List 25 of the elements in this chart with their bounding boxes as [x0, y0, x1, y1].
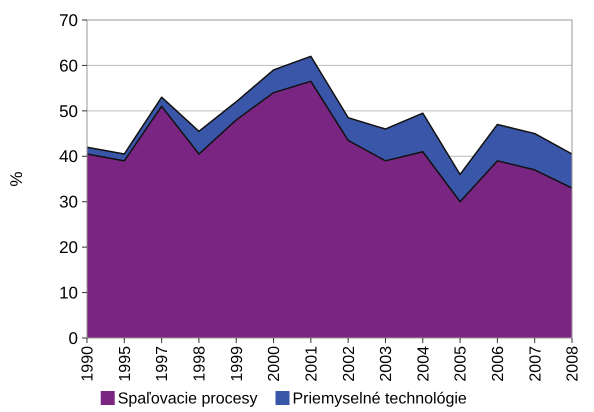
x-tick-label: 2000 [266, 346, 284, 382]
x-tick-label: 1999 [228, 346, 246, 382]
y-tick-label: 30 [59, 192, 78, 212]
x-tick-label: 2004 [415, 346, 432, 382]
x-tick-label: 1998 [192, 346, 209, 382]
legend-label: Priemyselné technológie [292, 390, 467, 408]
y-tick-label: 60 [59, 56, 78, 76]
y-tick-label: 20 [59, 238, 78, 258]
y-tick-label: 40 [59, 147, 78, 166]
x-tick-label: 1997 [154, 346, 172, 382]
x-tick-label: 2007 [527, 346, 544, 382]
legend-label: Spaľovacie procesy [118, 390, 258, 408]
y-axis-title: % [7, 171, 26, 187]
x-tick-label: 1990 [80, 346, 97, 382]
x-tick-label: 2003 [378, 346, 396, 382]
x-tick-label: 2005 [452, 346, 470, 382]
y-tick-label: 10 [59, 284, 78, 303]
y-tick-label: 50 [59, 102, 78, 121]
x-tick-label: 2001 [303, 346, 320, 382]
x-tick-label: 2008 [564, 346, 582, 382]
x-tick-label: 2006 [490, 346, 507, 382]
y-tick-label: 0 [68, 328, 78, 348]
x-tick-label: 2002 [340, 346, 358, 382]
x-tick-label: 1995 [116, 346, 134, 382]
y-tick-label: 70 [59, 10, 78, 30]
